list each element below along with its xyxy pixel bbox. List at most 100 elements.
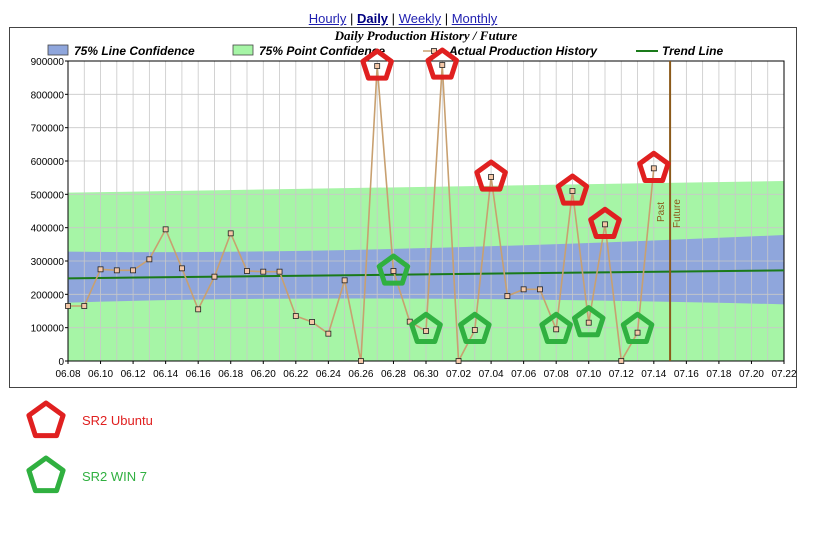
x-tick-label: 06.12 <box>121 369 146 380</box>
actual-history-point <box>195 306 202 313</box>
actual-history-point <box>65 303 71 309</box>
nav-separator: | <box>349 11 354 26</box>
win7-pentagon-marker <box>376 253 411 286</box>
x-tick-label: 06.18 <box>218 369 243 380</box>
legend-label: 75% Point Confidence <box>259 44 385 58</box>
past-label: Past <box>656 202 667 222</box>
y-tick-label: 800000 <box>31 90 65 101</box>
nav-monthly-link[interactable]: Monthly <box>451 11 498 26</box>
x-tick-label: 06.22 <box>283 369 308 380</box>
note-sr2-win7-label: SR2 WIN 7 <box>82 469 148 484</box>
x-tick-label: 07.18 <box>706 369 731 380</box>
note-sr2-ubuntu-label: SR2 Ubuntu <box>82 413 153 428</box>
x-tick-label: 07.20 <box>739 369 764 380</box>
y-tick-label: 100000 <box>31 324 65 335</box>
y-tick-label: 600000 <box>31 157 65 168</box>
y-tick-label: 500000 <box>31 190 65 201</box>
y-tick-label: 300000 <box>31 257 65 268</box>
note-sr2-win7-icon <box>26 455 66 494</box>
ubuntu-pentagon-marker <box>555 173 590 206</box>
nav-weekly-link[interactable]: Weekly <box>398 11 442 26</box>
y-tick-label: 200000 <box>31 290 65 301</box>
actual-history-point <box>634 329 641 336</box>
x-tick-label: 06.30 <box>413 369 438 380</box>
actual-history-point <box>260 268 267 275</box>
actual-history-point <box>146 256 153 263</box>
future-label: Future <box>672 199 683 228</box>
actual-history-point <box>488 174 494 180</box>
note-sr2-ubuntu-icon <box>26 400 66 439</box>
x-tick-label: 06.08 <box>55 369 80 380</box>
x-tick-label: 06.26 <box>348 369 373 380</box>
actual-history-point <box>81 303 88 309</box>
actual-history-point <box>227 230 234 237</box>
x-tick-label: 07.06 <box>511 369 536 380</box>
actual-history-point <box>179 265 185 272</box>
actual-history-point <box>618 358 625 364</box>
y-tick-label: 0 <box>58 357 64 368</box>
legend-label: Actual Production History <box>448 44 598 58</box>
actual-history-point <box>504 293 511 299</box>
y-tick-label: 700000 <box>31 124 65 135</box>
legend-swatch <box>232 44 254 56</box>
actual-history-point <box>358 358 364 364</box>
win7-pentagon-marker <box>409 311 443 344</box>
x-tick-label: 07.14 <box>641 369 666 380</box>
actual-history-point <box>553 326 560 333</box>
actual-history-point <box>341 277 348 284</box>
nav-daily-link[interactable]: Daily <box>356 11 389 26</box>
actual-history-point <box>374 63 381 69</box>
win7-pentagon-marker <box>458 311 492 344</box>
win7-pentagon-marker <box>620 311 655 344</box>
actual-history-point <box>130 267 136 274</box>
actual-history-point <box>325 330 332 337</box>
legend-label: Trend Line <box>662 44 723 58</box>
ubuntu-pentagon-marker <box>588 206 622 239</box>
nav-separator: | <box>444 11 449 26</box>
ubuntu-pentagon-marker <box>637 150 671 183</box>
win7-pentagon-marker <box>539 311 573 344</box>
x-tick-label: 06.28 <box>381 369 406 380</box>
actual-history-point <box>569 188 576 194</box>
x-tick-label: 06.24 <box>316 369 341 380</box>
actual-history-point <box>292 313 299 319</box>
y-tick-label: 900000 <box>31 57 65 68</box>
x-tick-label: 06.14 <box>153 369 178 380</box>
x-tick-label: 06.16 <box>186 369 211 380</box>
x-tick-label: 07.10 <box>576 369 601 380</box>
actual-history-point <box>244 268 250 274</box>
win7-pentagon-marker <box>572 305 606 338</box>
trend-line <box>67 269 785 280</box>
actual-history-point <box>650 165 657 172</box>
actual-history-point <box>97 266 104 273</box>
legend-label: 75% Line Confidence <box>74 44 195 58</box>
actual-history-point <box>439 62 446 68</box>
actual-history-point <box>309 319 315 325</box>
nav-separator: | <box>391 11 396 26</box>
actual-history-point <box>455 358 462 364</box>
x-tick-label: 07.22 <box>771 369 796 380</box>
legend-swatch <box>47 44 69 56</box>
ubuntu-pentagon-marker <box>425 47 459 80</box>
chart-title: Daily Production History / Future <box>334 28 518 43</box>
actual-history-point <box>537 286 543 293</box>
actual-history-point <box>162 226 169 233</box>
actual-history-point <box>423 328 429 334</box>
actual-history-point <box>520 286 527 293</box>
x-tick-label: 07.04 <box>479 369 504 380</box>
x-tick-label: 07.16 <box>674 369 699 380</box>
x-tick-label: 07.12 <box>609 369 634 380</box>
actual-history-point <box>471 327 478 333</box>
ubuntu-pentagon-marker <box>474 159 508 192</box>
period-nav: Hourly | Daily | Weekly | Monthly <box>0 11 806 26</box>
actual-history-point <box>113 267 120 274</box>
ubuntu-pentagon-marker <box>360 48 394 81</box>
actual-history-point <box>276 268 283 275</box>
actual-history-point <box>585 319 592 326</box>
nav-hourly-link[interactable]: Hourly <box>308 11 347 26</box>
x-tick-label: 06.10 <box>88 369 113 380</box>
actual-history-point <box>602 221 608 228</box>
actual-history-point <box>211 273 218 280</box>
y-tick-label: 400000 <box>31 224 65 235</box>
